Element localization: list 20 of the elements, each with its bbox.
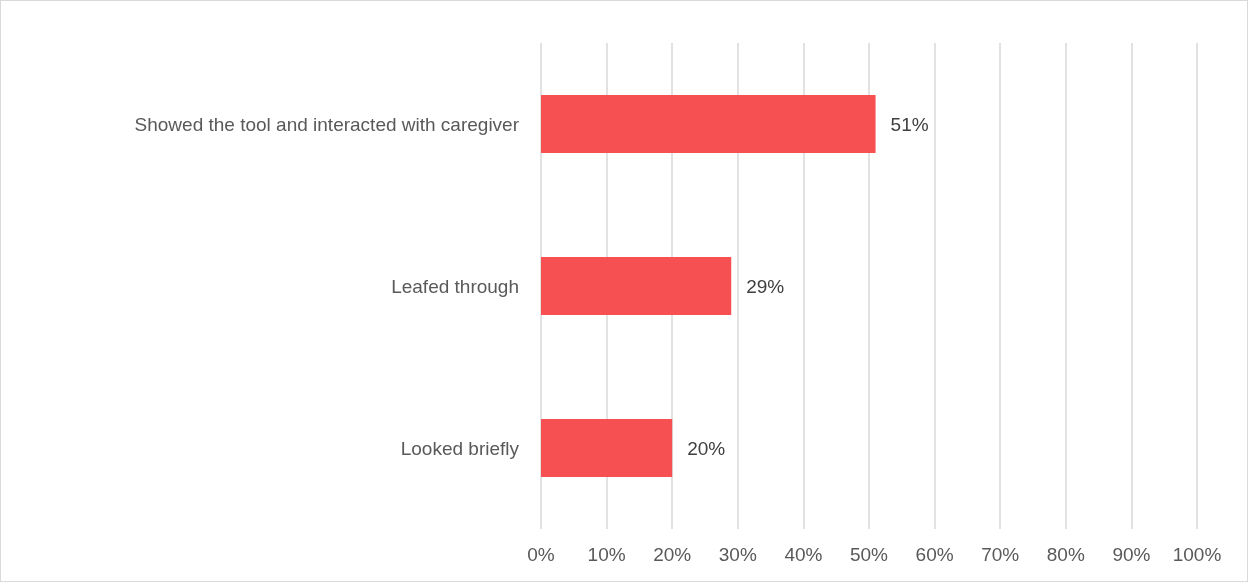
bar (541, 95, 876, 153)
y-tick-label: Looked briefly (400, 437, 520, 459)
x-tick-label: 20% (653, 544, 692, 565)
data-label: 51% (890, 113, 929, 135)
x-tick-label: 0% (527, 544, 555, 565)
x-tick-label: 60% (915, 544, 954, 565)
x-tick-label: 90% (1112, 544, 1151, 565)
x-tick-label: 10% (587, 544, 626, 565)
y-tick-label: Leafed through (391, 275, 519, 297)
x-tick-label: 70% (981, 544, 1020, 565)
x-tick-label: 100% (1172, 544, 1222, 565)
y-tick-label: Showed the tool and interacted with caregiver (134, 113, 520, 135)
data-label: 20% (687, 437, 726, 459)
x-tick-label: 80% (1046, 544, 1085, 565)
bar (541, 419, 673, 477)
x-tick-label: 30% (718, 544, 757, 565)
x-tick-label: 40% (784, 544, 823, 565)
x-tick-label: 50% (849, 544, 889, 565)
data-label: 29% (746, 275, 785, 297)
bar (541, 257, 732, 315)
